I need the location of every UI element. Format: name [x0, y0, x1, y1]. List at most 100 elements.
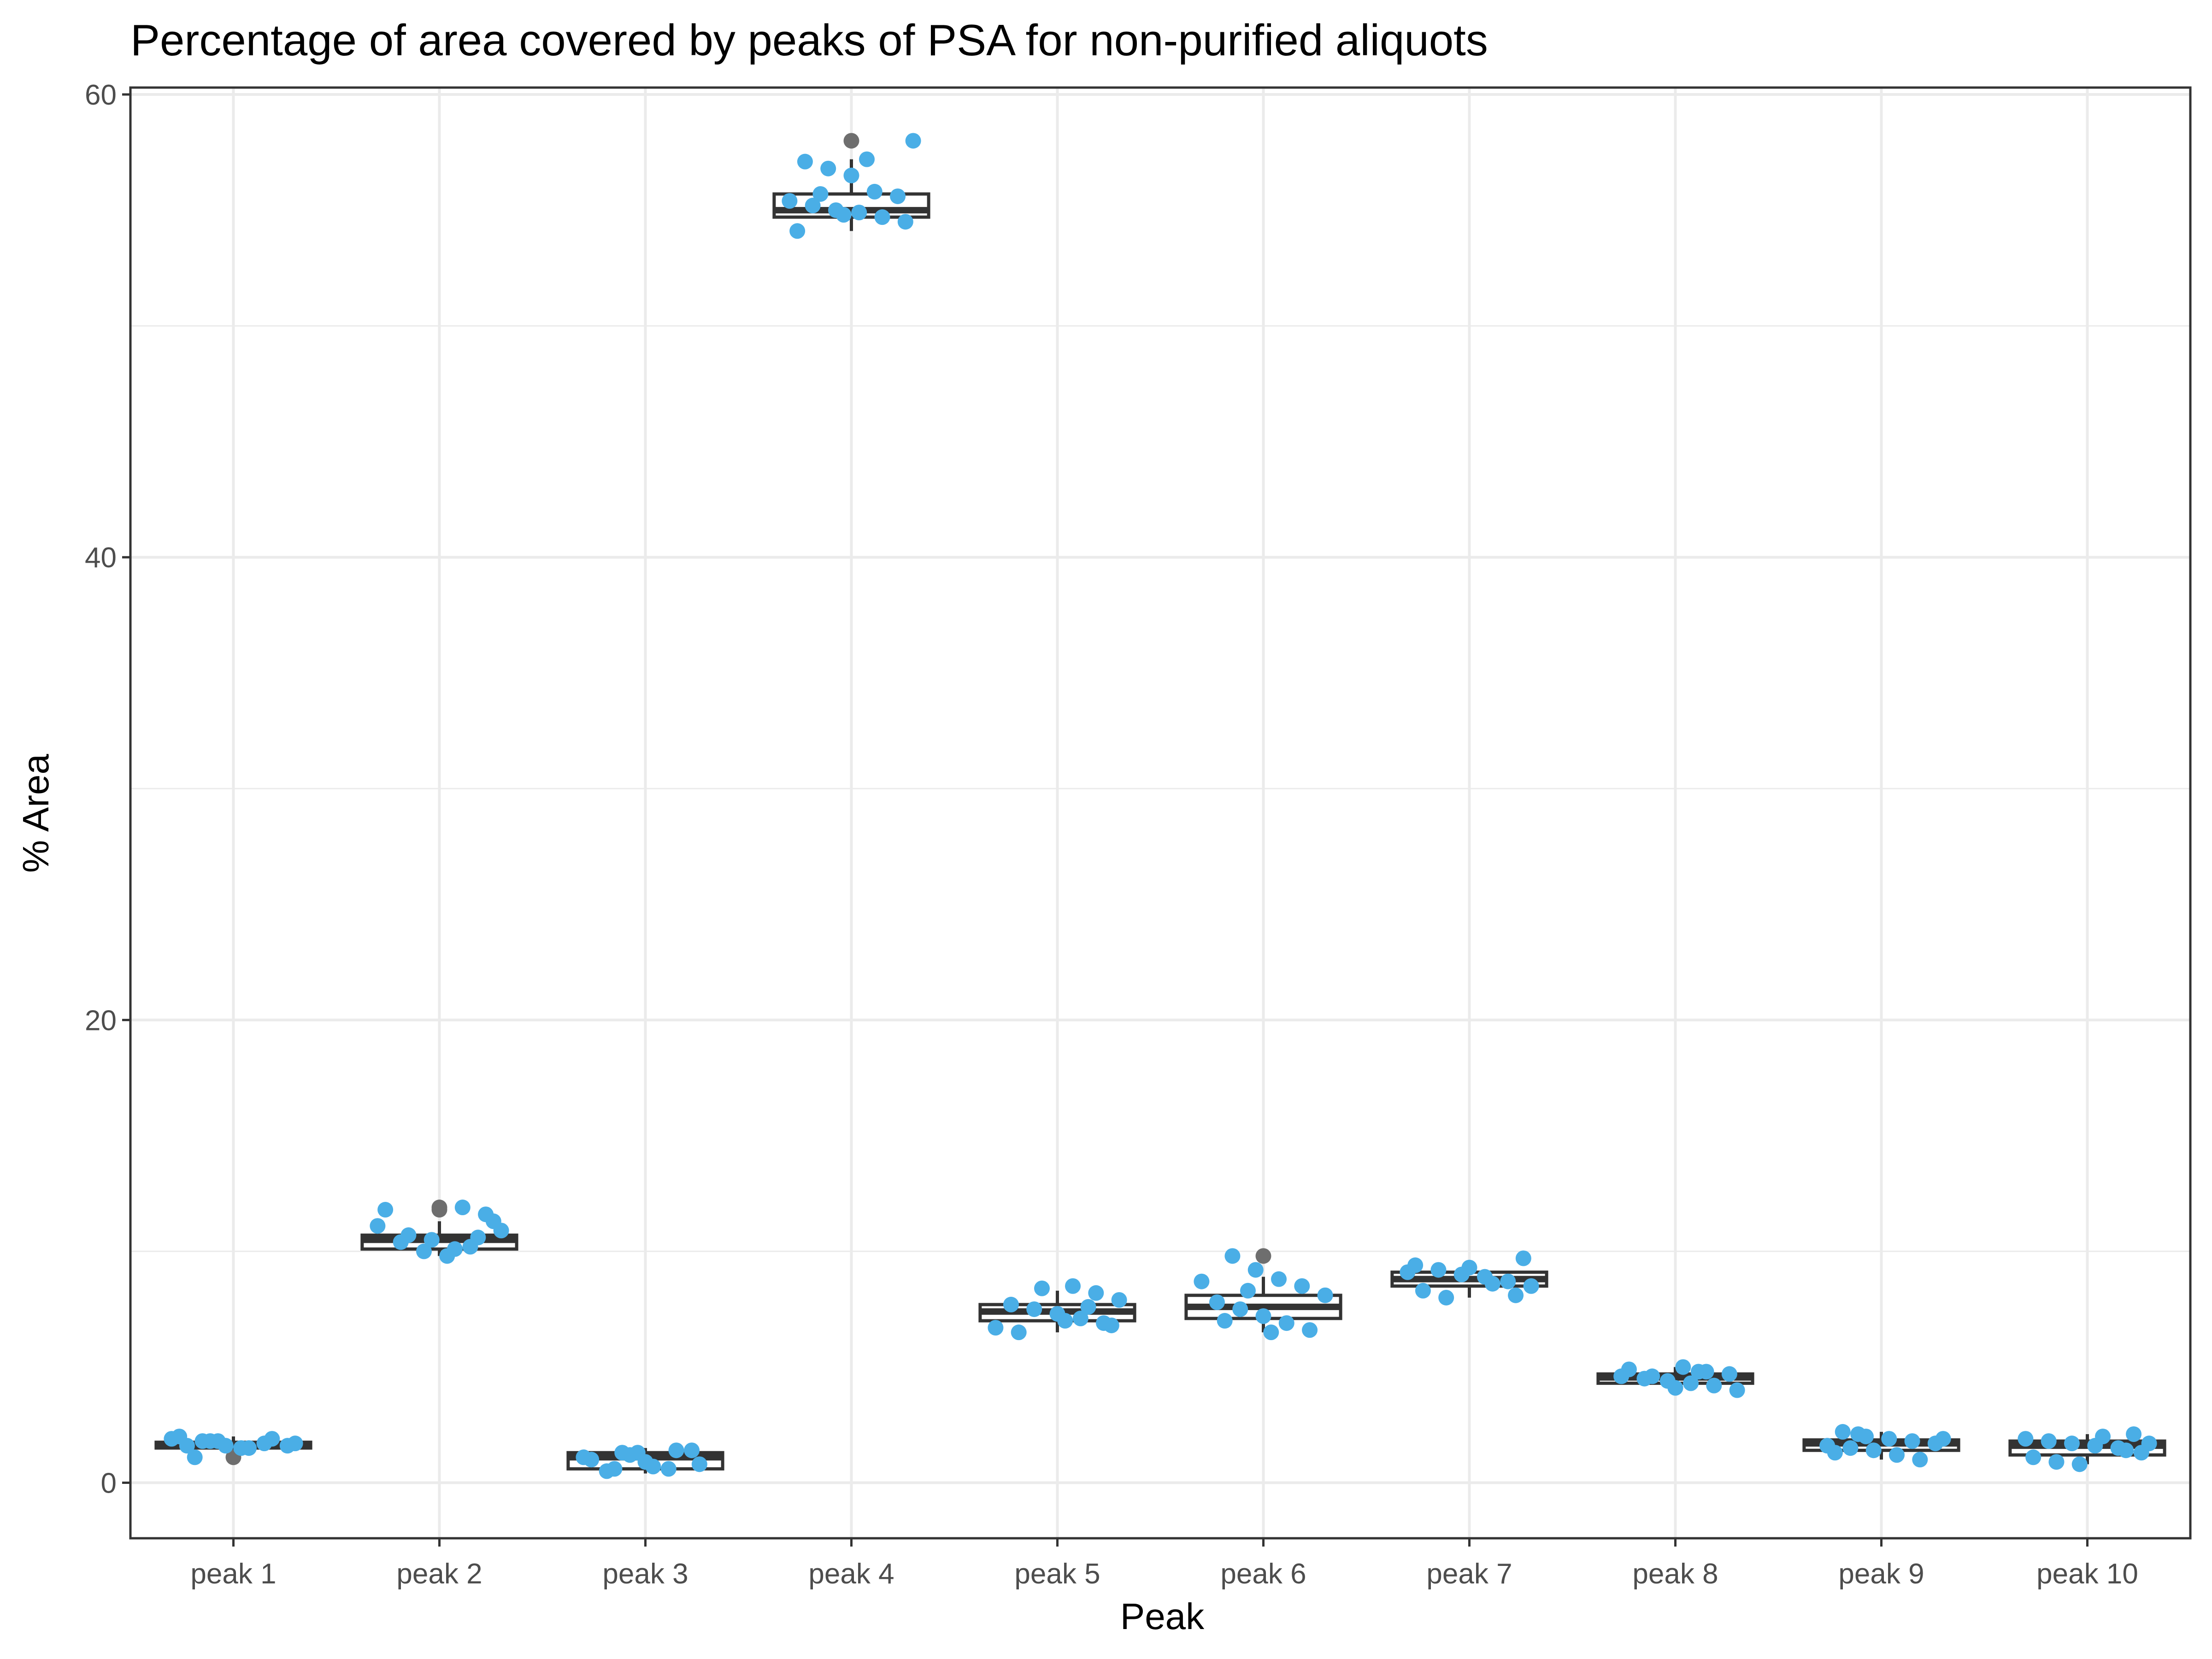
data-point — [1302, 1322, 1318, 1338]
outlier-point — [1255, 1248, 1271, 1264]
y-tick-label: 20 — [85, 1005, 117, 1036]
data-point — [1240, 1282, 1256, 1299]
data-point — [874, 209, 890, 225]
data-point — [1317, 1287, 1333, 1303]
data-point — [470, 1230, 486, 1246]
data-point — [1904, 1433, 1920, 1449]
data-point — [1026, 1301, 1042, 1317]
data-point — [1706, 1377, 1722, 1394]
data-point — [606, 1461, 623, 1477]
y-tick-label: 40 — [85, 542, 117, 574]
data-point — [2126, 1426, 2142, 1442]
data-point — [416, 1243, 432, 1259]
data-point — [179, 1438, 195, 1454]
data-point — [1889, 1447, 1905, 1463]
x-tick-label: peak 8 — [1632, 1558, 1718, 1590]
data-point — [1103, 1318, 1119, 1334]
data-point — [1835, 1424, 1851, 1440]
data-point — [1224, 1248, 1241, 1264]
y-tick-label: 60 — [85, 79, 117, 111]
data-point — [218, 1438, 234, 1454]
x-tick-label: peak 7 — [1426, 1558, 1512, 1590]
data-point — [797, 153, 813, 170]
data-point — [1484, 1276, 1500, 1292]
data-point — [447, 1241, 463, 1257]
x-tick-label: peak 2 — [396, 1558, 482, 1590]
data-point — [1278, 1315, 1294, 1331]
data-point — [1461, 1259, 1477, 1276]
data-point — [202, 1433, 218, 1449]
data-point — [1209, 1294, 1225, 1310]
data-point — [1935, 1431, 1951, 1447]
data-point — [583, 1452, 600, 1468]
data-point — [1438, 1289, 1454, 1306]
data-point — [454, 1200, 471, 1216]
data-point — [1255, 1308, 1271, 1324]
data-point — [1034, 1280, 1050, 1296]
data-point — [1683, 1375, 1699, 1391]
data-point — [2048, 1454, 2065, 1470]
chart-title: Percentage of area covered by peaks of P… — [130, 16, 1488, 65]
data-point — [691, 1456, 707, 1472]
data-point — [1690, 1364, 1706, 1380]
data-point — [668, 1442, 684, 1459]
data-point — [370, 1218, 386, 1234]
data-point — [1667, 1380, 1683, 1396]
data-point — [1515, 1250, 1531, 1266]
data-point — [684, 1442, 700, 1459]
data-point — [424, 1232, 440, 1248]
data-point — [645, 1459, 661, 1475]
x-tick-label: peak 3 — [602, 1558, 688, 1590]
data-point — [1247, 1262, 1264, 1278]
data-point — [820, 160, 836, 176]
data-point — [1842, 1440, 1859, 1456]
data-point — [835, 207, 852, 223]
data-point — [1232, 1301, 1248, 1317]
data-point — [629, 1445, 646, 1461]
data-point — [1621, 1361, 1637, 1377]
data-point — [1003, 1296, 1019, 1312]
data-point — [988, 1320, 1004, 1336]
data-point — [1194, 1273, 1210, 1289]
data-point — [2118, 1442, 2134, 1459]
data-point — [1088, 1285, 1104, 1301]
outlier-point — [843, 133, 859, 149]
data-point — [851, 205, 867, 221]
data-point — [843, 167, 859, 183]
data-point — [866, 183, 882, 200]
plot-area: 0 20 40 60 peak 1 peak 2 peak 3 peak 4 peak 5 pea… — [85, 79, 2192, 1590]
data-point — [1721, 1366, 1737, 1382]
data-point — [2064, 1435, 2080, 1452]
data-point — [1011, 1324, 1027, 1341]
data-point — [187, 1449, 203, 1465]
data-point — [264, 1431, 280, 1447]
data-point — [1057, 1313, 1073, 1329]
data-point — [1675, 1359, 1691, 1375]
data-point — [1865, 1442, 1882, 1459]
data-point — [2018, 1431, 2034, 1447]
data-point — [2095, 1429, 2111, 1445]
data-point — [897, 214, 913, 230]
data-point — [1271, 1271, 1287, 1287]
x-tick-label: peak 6 — [1220, 1558, 1306, 1590]
data-point — [1217, 1313, 1233, 1329]
data-point — [2041, 1433, 2057, 1449]
data-point — [1500, 1273, 1516, 1289]
data-point — [241, 1440, 257, 1456]
data-point — [1729, 1382, 1745, 1398]
data-point — [890, 188, 906, 204]
x-tick-label: peak 1 — [190, 1558, 276, 1590]
data-point — [1850, 1426, 1866, 1442]
data-point — [660, 1461, 677, 1477]
data-point — [1523, 1278, 1539, 1294]
data-point — [812, 186, 829, 202]
data-point — [2141, 1435, 2157, 1452]
data-point — [1400, 1264, 1416, 1280]
data-point — [1827, 1445, 1843, 1461]
data-point — [2071, 1456, 2088, 1472]
panel-background — [130, 88, 2190, 1538]
data-point — [1415, 1282, 1431, 1299]
data-point — [493, 1223, 509, 1239]
data-point — [1263, 1324, 1279, 1341]
